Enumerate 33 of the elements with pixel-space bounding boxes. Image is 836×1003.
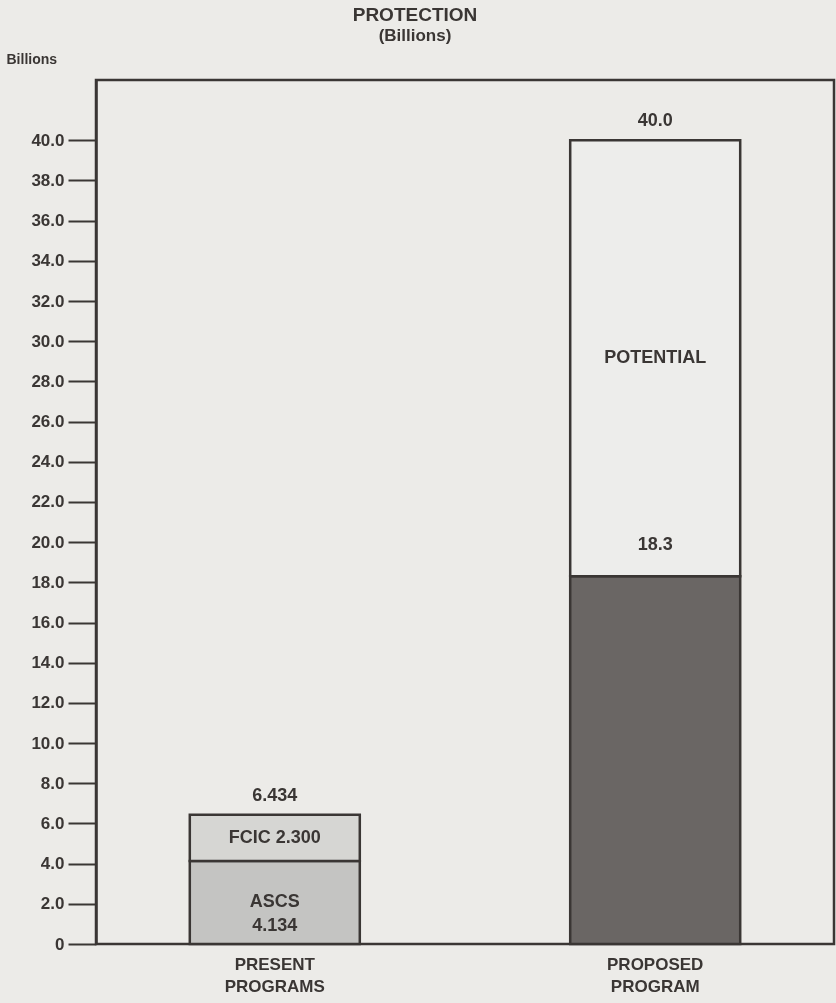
total-label: 40.0 xyxy=(637,110,673,131)
text: FCIC 2.300 xyxy=(228,826,321,847)
y-tick-label: 28.0 xyxy=(31,371,65,391)
y-tick-label: 32.0 xyxy=(31,291,65,311)
y-tick-label: 36.0 xyxy=(31,211,65,231)
y-tick-label: 2.0 xyxy=(40,894,65,914)
y-tick-label: 18.0 xyxy=(31,572,65,592)
y-tick-label: 40.0 xyxy=(31,130,65,150)
series-label: ASCS xyxy=(249,891,300,912)
data-label: 18.3 xyxy=(637,534,673,555)
y-tick-label: 26.0 xyxy=(31,412,65,432)
y-tick-label: 4.0 xyxy=(40,854,65,874)
y-tick-label: 10.0 xyxy=(31,733,65,753)
y-tick-label: 24.0 xyxy=(31,452,65,472)
x-tick-label: PROPOSED PROGRAM xyxy=(607,954,704,996)
chart-title: PROTECTION xyxy=(352,4,478,25)
y-axis-title: Billions xyxy=(6,50,58,67)
x-tick-label: PRESENT PROGRAMS xyxy=(224,954,325,996)
y-tick-label: 0 xyxy=(55,934,65,954)
y-tick-label: 12.0 xyxy=(31,693,65,713)
y-tick-label: 16.0 xyxy=(31,613,65,633)
y-tick-label: 22.0 xyxy=(31,492,65,512)
y-tick-label: 34.0 xyxy=(31,251,65,271)
y-tick-label: 30.0 xyxy=(31,331,65,351)
total-label: 6.434 xyxy=(252,784,298,805)
data-label: 4.134 xyxy=(252,915,298,936)
chart-subtitle: (Billions) xyxy=(378,26,452,45)
y-tick-label: 20.0 xyxy=(31,532,65,552)
y-tick-label: 8.0 xyxy=(40,773,65,793)
series-label: POTENTIAL xyxy=(604,347,707,368)
y-tick-label: 38.0 xyxy=(31,170,65,190)
y-tick-label: 6.0 xyxy=(40,813,65,833)
y-tick-label: 14.0 xyxy=(31,653,65,673)
